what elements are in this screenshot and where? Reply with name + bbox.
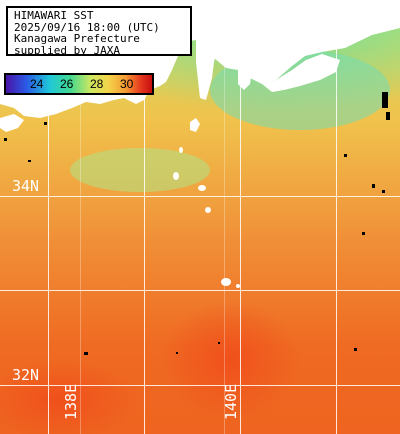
land-toshima — [179, 147, 183, 153]
product-title: HIMAWARI SST — [14, 9, 94, 22]
scale-tick-24: 24 — [30, 77, 44, 91]
latitude-label-34n: 34N — [12, 177, 40, 195]
land-aogashima — [236, 284, 240, 288]
longitude-label-140e: 140E — [222, 383, 240, 420]
data-credit: supplied by JAXA — [14, 43, 120, 57]
land-izu-peninsula — [196, 34, 218, 100]
no-data-pixels — [4, 92, 390, 355]
latitude-label-32n: 32N — [12, 366, 40, 384]
land-miyakejima — [205, 207, 211, 213]
cool-water-patch-west — [70, 148, 210, 192]
land-kozushima — [198, 185, 206, 191]
warm-water-patch-sw — [0, 360, 140, 434]
temperature-color-scale: 24 26 28 30 — [4, 73, 154, 95]
scale-tick-26: 26 — [60, 77, 74, 91]
warm-water-patch — [160, 300, 300, 420]
scale-tick-30: 30 — [120, 77, 134, 91]
land-niijima — [173, 172, 179, 180]
land-miura-peninsula — [238, 58, 252, 90]
longitude-label-138e: 138E — [62, 383, 80, 420]
land-oshima — [190, 118, 200, 132]
region-name: Kanagawa Prefecture — [14, 32, 140, 45]
land-boso-peninsula — [262, 54, 340, 92]
land-west-cape — [0, 114, 24, 132]
info-box: HIMAWARI SST 2025/09/16 18:00 (UTC) Kana… — [6, 6, 192, 56]
land-hachijojima — [221, 278, 231, 286]
scale-tick-28: 28 — [90, 77, 104, 91]
timestamp: 2025/09/16 18:00 (UTC) — [14, 20, 160, 34]
